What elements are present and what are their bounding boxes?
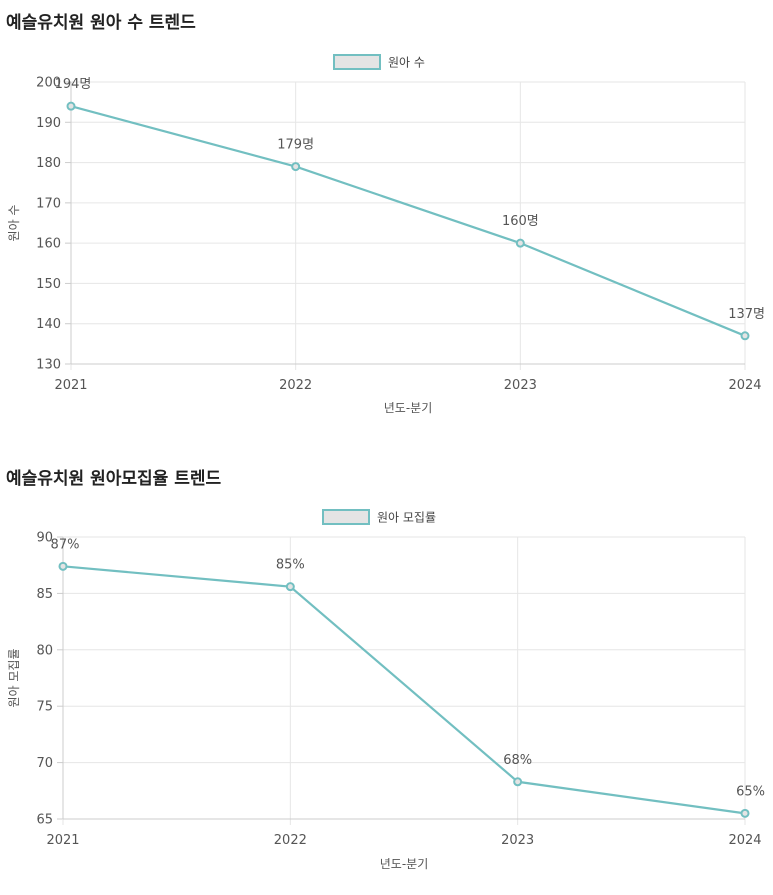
data-point bbox=[66, 101, 76, 111]
series-line bbox=[70, 105, 746, 337]
x-tick-label: 2022 bbox=[274, 833, 307, 848]
x-tick-label: 2023 bbox=[504, 378, 537, 393]
data-label: 160명 bbox=[502, 214, 539, 229]
data-point bbox=[740, 808, 750, 818]
x-axis-title: 년도-분기 bbox=[384, 401, 433, 415]
data-point bbox=[513, 777, 523, 787]
legend-swatch bbox=[322, 509, 370, 525]
x-axis-title: 년도-분기 bbox=[380, 857, 429, 871]
x-tick-label: 2024 bbox=[728, 833, 761, 848]
y-tick-label: 170 bbox=[36, 196, 61, 211]
recruitment-rate-line-chart: 원아 모집률 90 85 80 75 70 65 2021 2022 2023 2024 년도-분기 원… bbox=[7, 509, 765, 871]
y-tick-label: 160 bbox=[36, 237, 61, 252]
series-line bbox=[62, 565, 746, 815]
x-tick-label: 2023 bbox=[501, 833, 534, 848]
x-tick-label: 2021 bbox=[46, 833, 79, 848]
y-tick-label: 80 bbox=[36, 643, 53, 658]
legend-swatch bbox=[333, 54, 381, 70]
y-tick-label: 150 bbox=[36, 277, 61, 292]
x-tick-label: 2024 bbox=[728, 378, 761, 393]
data-label: 85% bbox=[276, 558, 305, 573]
y-tick-label: 75 bbox=[36, 700, 53, 715]
y-tick-label: 90 bbox=[36, 531, 53, 546]
data-point bbox=[58, 561, 68, 571]
data-label: 194명 bbox=[55, 77, 92, 92]
data-label: 68% bbox=[503, 753, 532, 768]
data-label: 65% bbox=[736, 784, 765, 799]
data-point bbox=[515, 238, 525, 248]
y-tick-label: 140 bbox=[36, 317, 61, 332]
y-tick-label: 180 bbox=[36, 156, 61, 171]
chart-title-recruitment-rate: 예슬유치원 원아모집율 트렌드 bbox=[6, 469, 222, 489]
y-axis-title: 원아 수 bbox=[7, 205, 21, 242]
y-tick-label: 70 bbox=[36, 756, 53, 771]
y-tick-label: 130 bbox=[36, 358, 61, 373]
y-tick-label: 200 bbox=[36, 76, 61, 91]
legend-label: 원아 수 bbox=[388, 56, 425, 70]
y-tick-label: 190 bbox=[36, 116, 61, 131]
data-point bbox=[740, 331, 750, 341]
data-point bbox=[285, 582, 295, 592]
legend-label: 원아 모집률 bbox=[377, 511, 436, 525]
chart-title-enrollment: 예슬유치원 원아 수 트렌드 bbox=[6, 13, 196, 33]
data-point bbox=[291, 162, 301, 172]
enrollment-line-chart: 원아 수 200 190 180 170 160 150 140 130 2021 2022 2023… bbox=[7, 54, 765, 415]
data-label: 87% bbox=[51, 537, 80, 552]
y-tick-label: 65 bbox=[36, 813, 53, 828]
x-tick-label: 2022 bbox=[279, 378, 312, 393]
y-axis-title: 원아 모집률 bbox=[7, 648, 21, 707]
data-label: 137명 bbox=[728, 307, 765, 322]
x-tick-label: 2021 bbox=[54, 378, 87, 393]
data-label: 179명 bbox=[277, 138, 314, 153]
y-tick-label: 85 bbox=[36, 587, 53, 602]
